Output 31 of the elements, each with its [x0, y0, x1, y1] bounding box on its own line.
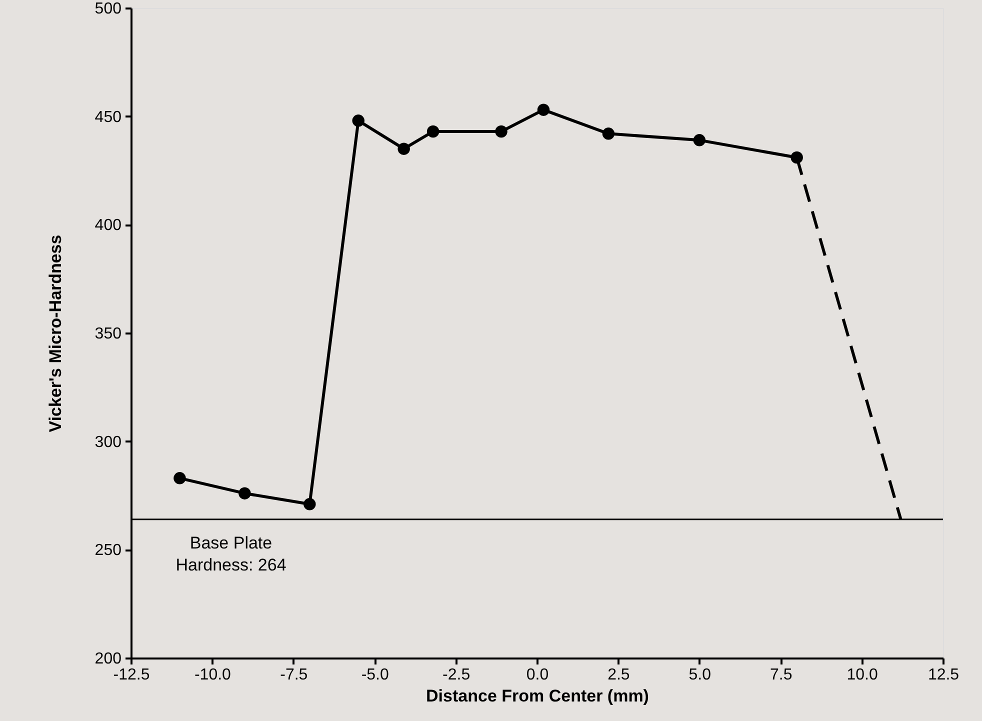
- y-tick-label: 400: [94, 217, 122, 234]
- x-tick-label: -12.5: [113, 666, 150, 684]
- y-tick-label: 500: [94, 0, 122, 18]
- x-axis-title: Distance From Center (mm): [426, 686, 649, 706]
- point: [537, 104, 550, 116]
- point: [352, 114, 364, 127]
- x-tick-label: 12.5: [928, 666, 960, 684]
- point: [398, 142, 410, 155]
- y-tick-label: 200: [94, 650, 122, 668]
- point: [174, 472, 186, 484]
- x-tick-label: 7.5: [770, 666, 792, 684]
- x-tick-label: -5.0: [361, 666, 389, 684]
- x-tick-label: 2.5: [608, 666, 630, 684]
- x-tick-label: 5.0: [688, 666, 712, 684]
- x-tick-label: -10.0: [194, 666, 232, 684]
- point: [426, 125, 440, 138]
- x-tick-label: 10.0: [846, 666, 878, 684]
- x-tick-label: -2.5: [442, 666, 470, 684]
- y-tick-label: 250: [94, 542, 122, 560]
- point: [602, 128, 615, 140]
- y-tick-label: 450: [94, 108, 122, 126]
- ref-line-label: Base Plate Hardness: 264: [176, 533, 286, 574]
- point: [304, 498, 316, 510]
- x-tick-label: -7.5: [280, 666, 308, 684]
- y-tick-label: 350: [94, 326, 122, 342]
- point: [238, 487, 251, 500]
- y-axis-title: Vicker's Micro-Hardness: [46, 234, 65, 432]
- x-tick-label: 0.0: [526, 666, 549, 684]
- point: [693, 134, 706, 146]
- y-tick-label: 300: [94, 434, 122, 451]
- point: [495, 125, 508, 138]
